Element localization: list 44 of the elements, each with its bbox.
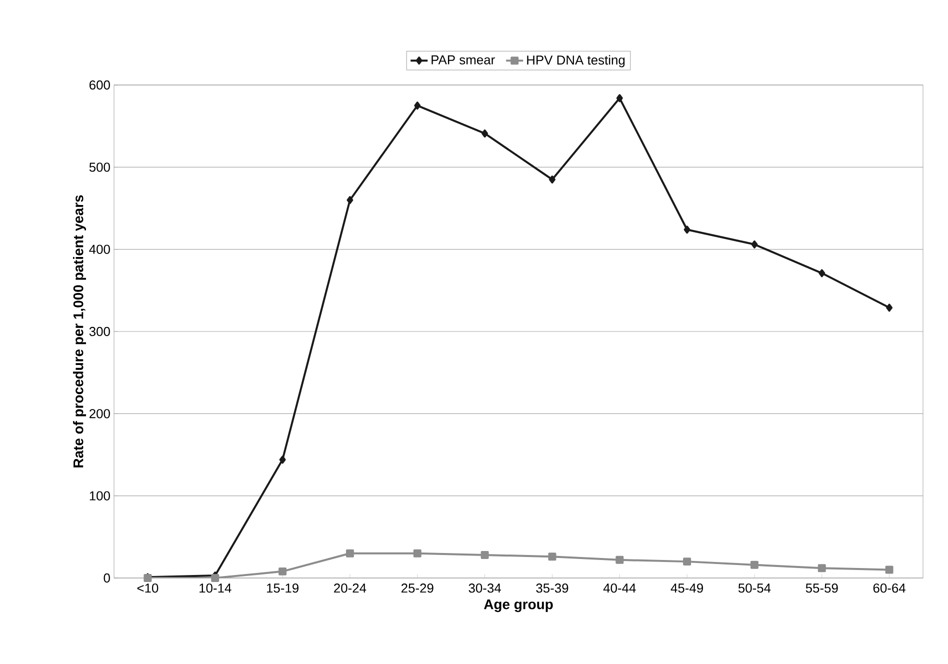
y-axis-title: Rate of procedure per 1,000 patient years (73, 195, 86, 468)
x-tick-label: 15-19 (266, 584, 298, 593)
x-axis-title: Age group (484, 600, 553, 612)
point (278, 567, 287, 576)
legend-label: HPV DNA testing (527, 55, 625, 68)
point (414, 102, 421, 110)
point (480, 551, 489, 559)
y-tick-label: 400 (89, 244, 110, 254)
y-tick-label: 300 (89, 326, 110, 336)
x-tick-label: <10 (137, 584, 158, 593)
x-tick-label: 20-24 (334, 584, 366, 593)
point (482, 129, 488, 138)
point (818, 269, 826, 278)
y-tick-label: 100 (90, 491, 110, 500)
y-tick-label: 200 (90, 409, 110, 418)
y-tick-label: 0 (104, 573, 110, 583)
y-tick-label: 600 (90, 80, 110, 90)
point (346, 549, 354, 558)
x-tick-label: 25-29 (401, 584, 434, 593)
point (346, 196, 354, 204)
x-tick-label: 35-39 (536, 584, 568, 593)
point (616, 556, 624, 564)
x-tick-label: 10-14 (200, 584, 232, 593)
x-tick-label: 45-49 (670, 584, 703, 593)
point (683, 558, 692, 566)
x-tick-label: 55-59 (806, 584, 838, 593)
point (413, 549, 422, 558)
point (885, 566, 894, 574)
point (548, 176, 556, 184)
point (750, 560, 758, 569)
point (751, 240, 758, 248)
point (548, 552, 556, 561)
x-tick-label: 40-44 (603, 584, 636, 593)
y-tick-label: 500 (89, 162, 110, 172)
point (279, 456, 286, 464)
x-tick-label: 50-54 (738, 584, 771, 593)
legend-label: PAP smear (432, 55, 495, 64)
x-tick-label: 60-64 (873, 584, 906, 593)
point (684, 226, 690, 234)
point (616, 94, 623, 102)
x-tick-label: 30-34 (468, 584, 501, 593)
point (886, 304, 893, 312)
point (818, 564, 826, 572)
point (211, 574, 220, 582)
